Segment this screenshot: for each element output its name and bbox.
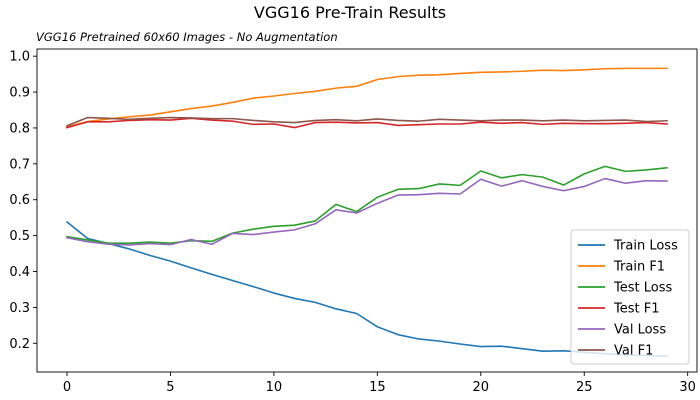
series-line-test-loss [66,165,668,244]
x-tick-label: 5 [166,380,174,395]
chart-title: VGG16 Pre-Train Results [254,3,446,22]
x-tick-label: 25 [576,380,593,395]
legend-label: Test Loss [613,281,672,296]
legend-label: Val Loss [614,323,666,338]
y-tick-label: 0.9 [9,86,30,101]
axes-frame [36,48,698,373]
legend-label: Train Loss [613,239,678,254]
legend: Train Loss Train F1 Test Loss Test F1 Val Lo… [570,229,690,365]
x-tick-label: 15 [369,380,386,395]
y-tick-label: 0.6 [9,193,30,208]
series-line-test-f1 [66,117,668,129]
series-line-val-loss [66,177,668,246]
y-tick-label: 0.5 [9,229,30,244]
series-line-val-f1 [65,116,668,127]
y-tick-label: 0.2 [9,337,30,352]
legend-label: Test F1 [613,302,659,317]
x-tick-label: 10 [266,380,283,395]
y-tick-label: 0.7 [9,157,30,172]
y-tick-label: 0.8 [9,121,30,136]
series-line-train-f1 [66,67,668,128]
series-line-train-loss [65,220,668,358]
y-tick-label: 0.3 [9,301,30,316]
legend-box [570,229,690,365]
chart-subtitle: VGG16 Pretrained 60x60 Images - No Augme… [36,30,338,44]
y-tick-label: 1.0 [9,50,30,65]
x-tick-label: 20 [473,380,490,395]
x-tick-label: 0 [63,380,71,395]
y-tick-label: 0.4 [9,265,30,280]
x-tick-label: 30 [679,380,696,395]
legend-label: Train F1 [613,260,665,275]
plot-area: 0 5 10 15 20 25 30 0.2 0.3 0.4 0.5 0.6 0.7 0.8 0.9 1.0 T… [9,48,698,395]
legend-label: Val F1 [614,344,653,359]
